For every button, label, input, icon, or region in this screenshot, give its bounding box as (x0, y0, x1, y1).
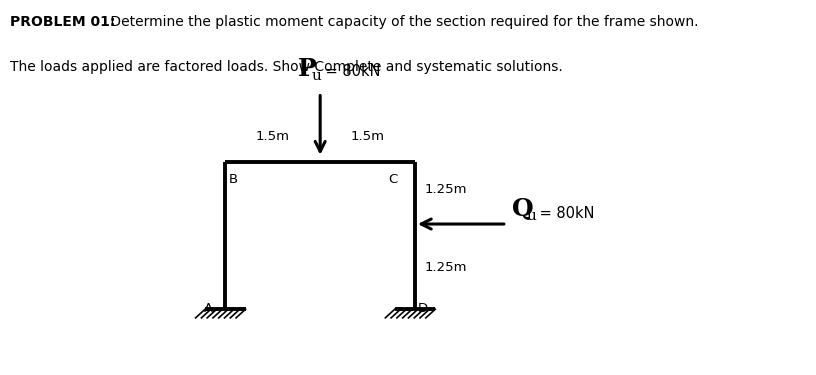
Text: P: P (298, 57, 317, 81)
Text: The loads applied are factored loads. Show Complete and systematic solutions.: The loads applied are factored loads. Sh… (10, 60, 562, 74)
Text: 1.25m: 1.25m (424, 261, 467, 274)
Text: = 80kN: = 80kN (322, 64, 381, 79)
Text: u: u (527, 209, 537, 223)
Text: A: A (203, 302, 213, 315)
Text: C: C (388, 174, 398, 186)
Text: 1.5m: 1.5m (255, 130, 290, 143)
Text: B: B (228, 174, 237, 186)
Text: = 80kN: = 80kN (534, 206, 594, 220)
Text: Q: Q (512, 196, 534, 220)
Text: u: u (312, 69, 322, 82)
Text: PROBLEM 01:: PROBLEM 01: (10, 15, 115, 29)
Text: Determine the plastic moment capacity of the section required for the frame show: Determine the plastic moment capacity of… (106, 15, 698, 29)
Text: D: D (418, 302, 428, 315)
Text: 1.5m: 1.5m (351, 130, 384, 143)
Text: 1.25m: 1.25m (424, 183, 467, 196)
